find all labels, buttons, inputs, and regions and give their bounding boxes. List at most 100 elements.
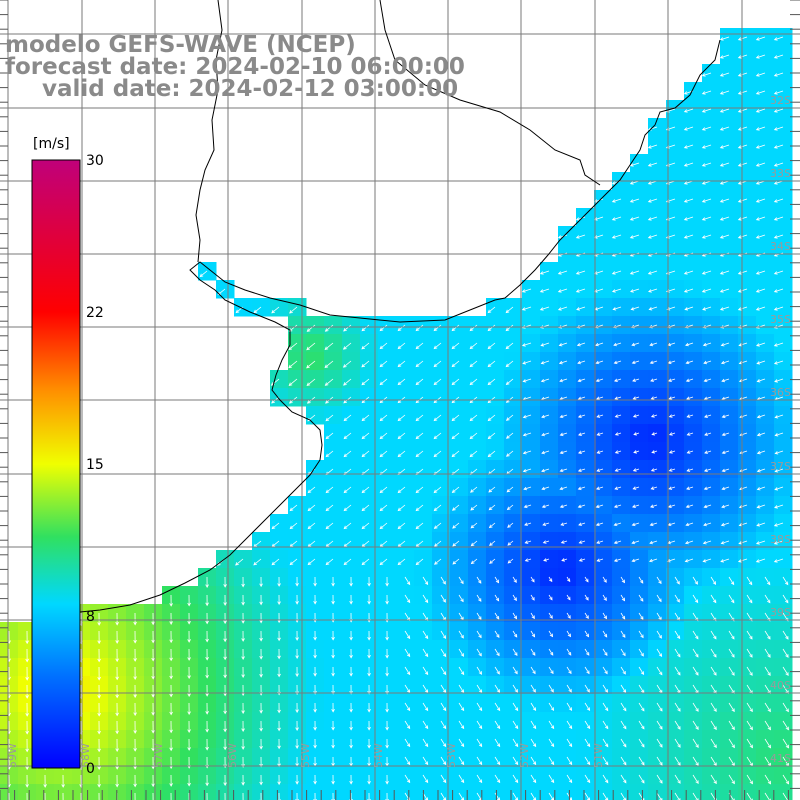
wind-speed-cell bbox=[720, 64, 739, 83]
wind-speed-cell bbox=[18, 784, 37, 800]
wind-speed-cell bbox=[324, 784, 343, 800]
wind-speed-cell bbox=[756, 298, 775, 317]
wind-speed-cell bbox=[648, 478, 667, 497]
wind-speed-cell bbox=[342, 784, 361, 800]
wind-arrow bbox=[774, 306, 784, 311]
wind-arrow-head bbox=[522, 361, 527, 365]
wind-arrow-head bbox=[451, 453, 456, 458]
wind-speed-cell bbox=[648, 280, 667, 299]
wind-arrow bbox=[633, 414, 640, 418]
wind-arrow-head bbox=[631, 342, 636, 347]
wind-arrow bbox=[630, 216, 640, 221]
wind-speed-cell bbox=[540, 406, 559, 425]
wind-arrow-head bbox=[379, 363, 384, 368]
wind-arrow-head bbox=[756, 343, 760, 347]
wind-arrow-head bbox=[397, 453, 402, 458]
wind-speed-cell bbox=[756, 46, 775, 65]
wind-arrow bbox=[704, 396, 712, 400]
wind-arrow bbox=[541, 378, 550, 382]
wind-speed-cell bbox=[522, 280, 541, 299]
wind-arrow-head bbox=[557, 271, 562, 275]
wind-arrow bbox=[739, 414, 748, 418]
wind-arrow-head bbox=[755, 37, 760, 41]
wind-arrow bbox=[577, 342, 586, 346]
wind-arrow bbox=[560, 432, 568, 436]
wind-arrow bbox=[612, 234, 622, 239]
wind-arrow bbox=[576, 234, 586, 239]
wind-arrow-head bbox=[703, 360, 708, 365]
wind-speed-cell bbox=[630, 280, 649, 299]
wind-arrow-head bbox=[487, 309, 492, 314]
wind-arrow bbox=[774, 360, 784, 365]
wind-arrow bbox=[668, 360, 676, 364]
wind-arrow bbox=[594, 216, 604, 221]
wind-arrow-head bbox=[755, 55, 760, 59]
wind-arrow bbox=[433, 378, 442, 385]
wind-speed-cell bbox=[774, 532, 793, 551]
wind-arrow-head bbox=[701, 217, 706, 221]
wind-speed-cell bbox=[702, 352, 721, 371]
wind-arrow-head bbox=[469, 417, 474, 422]
wind-arrow bbox=[669, 450, 676, 454]
wind-speed-cell bbox=[522, 478, 541, 497]
wind-arrow-head bbox=[451, 399, 456, 404]
wind-speed-cell bbox=[540, 424, 559, 443]
wind-arrow-head bbox=[541, 414, 545, 419]
wind-arrow bbox=[633, 432, 640, 435]
wind-arrow bbox=[361, 432, 370, 439]
wind-arrow bbox=[541, 450, 550, 454]
wind-arrow bbox=[720, 288, 730, 293]
wind-arrow-head bbox=[288, 328, 293, 332]
wind-arrow-head bbox=[773, 235, 778, 239]
wind-arrow-head bbox=[647, 145, 652, 149]
wind-speed-cell bbox=[648, 388, 667, 407]
wind-speed-cell bbox=[756, 262, 775, 281]
wind-arrow-head bbox=[719, 109, 724, 113]
wind-arrow bbox=[739, 342, 748, 346]
wind-arrow bbox=[469, 414, 478, 421]
wind-arrow bbox=[704, 378, 712, 382]
wind-speed-cell bbox=[684, 190, 703, 209]
wind-speed-cell bbox=[738, 352, 757, 371]
wind-arrow bbox=[433, 324, 442, 331]
wind-arrow-head bbox=[361, 345, 366, 350]
wind-arrow bbox=[199, 270, 208, 277]
wind-arrow bbox=[415, 324, 424, 331]
wind-speed-cell bbox=[594, 442, 613, 461]
wind-speed-cell bbox=[522, 496, 541, 515]
wind-arrow bbox=[684, 126, 694, 131]
wind-arrow bbox=[630, 270, 640, 275]
wind-speed-cell bbox=[612, 190, 631, 209]
wind-arrow bbox=[324, 342, 334, 350]
wind-speed-cell bbox=[522, 298, 541, 317]
wind-arrow bbox=[668, 378, 676, 382]
wind-arrow-head bbox=[557, 289, 562, 293]
wind-arrow bbox=[433, 432, 442, 439]
wind-arrow-head bbox=[685, 378, 690, 383]
wind-speed-cell bbox=[774, 190, 793, 209]
wind-speed-cell bbox=[576, 532, 595, 551]
wind-speed-cell bbox=[666, 388, 685, 407]
wind-arrow-head bbox=[755, 73, 760, 77]
wind-arrow-head bbox=[451, 435, 456, 440]
wind-speed-cell bbox=[702, 100, 721, 119]
wind-arrow-head bbox=[522, 450, 527, 455]
wind-arrow bbox=[651, 432, 658, 435]
wind-speed-cell bbox=[648, 226, 667, 245]
wind-arrow-head bbox=[719, 181, 724, 185]
wind-speed-cell bbox=[270, 370, 289, 389]
wind-arrow bbox=[613, 306, 622, 310]
wind-speed-cell bbox=[756, 316, 775, 335]
wind-arrow bbox=[757, 396, 766, 400]
wind-speed-cell bbox=[648, 298, 667, 317]
wind-speed-cell bbox=[666, 316, 685, 335]
wind-arrow-head bbox=[737, 307, 742, 311]
wind-arrow-head bbox=[683, 235, 688, 239]
wind-arrow bbox=[722, 396, 730, 400]
wind-arrow bbox=[397, 342, 406, 349]
wind-arrow-head bbox=[576, 307, 580, 311]
wind-speed-cell bbox=[684, 334, 703, 353]
wind-arrow-head bbox=[539, 307, 544, 311]
wind-arrow bbox=[774, 72, 784, 77]
